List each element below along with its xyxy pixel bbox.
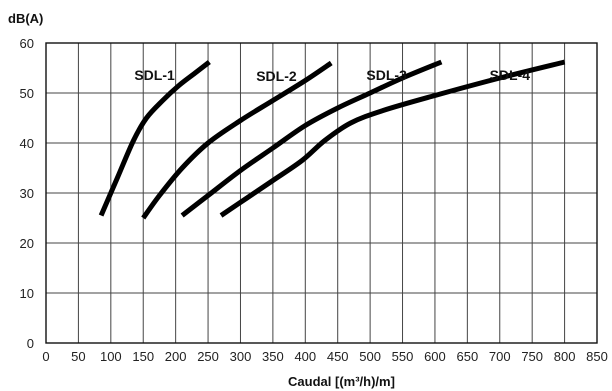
y-axis-title: dB(A) [8,11,43,26]
series-labels: SDL-1 SDL-2 SDL-3 SDL-4 [134,67,530,84]
x-tick-label: 300 [230,349,252,364]
x-axis-title: Caudal [(m³/h)/m] [288,374,395,389]
grid [45,42,598,344]
series-lines [98,59,566,220]
x-tick-label: 350 [262,349,284,364]
x-tick-label: 400 [294,349,316,364]
y-tick-label: 60 [20,36,34,51]
y-tick-label: 40 [20,136,34,151]
y-axis-ticks: 0 10 20 30 40 50 60 [20,36,34,351]
y-tick-label: 30 [20,186,34,201]
x-tick-label: 250 [197,349,219,364]
series-line-sdl-3 [180,59,443,218]
x-tick-label: 650 [457,349,479,364]
series-label-sdl-3: SDL-3 [366,67,407,83]
x-tick-label: 450 [327,349,349,364]
y-tick-label: 0 [27,336,34,351]
x-tick-label: 750 [521,349,543,364]
x-tick-label: 100 [100,349,122,364]
y-tick-label: 50 [20,86,34,101]
x-tick-label: 50 [71,349,85,364]
x-tick-label: 0 [42,349,49,364]
x-tick-label: 600 [424,349,446,364]
x-tick-label: 800 [554,349,576,364]
series-line-sdl-1 [98,60,211,217]
x-tick-label: 550 [392,349,414,364]
x-tick-label: 200 [165,349,187,364]
x-tick-label: 850 [586,349,608,364]
series-label-sdl-4: SDL-4 [490,67,531,83]
series-label-sdl-2: SDL-2 [256,68,297,84]
y-tick-label: 20 [20,236,34,251]
plot-area-frame [45,42,598,344]
series-line-sdl-2 [141,60,333,220]
x-tick-label: 700 [489,349,511,364]
x-tick-label: 150 [132,349,154,364]
series-label-sdl-1: SDL-1 [134,67,175,83]
x-tick-label: 500 [359,349,381,364]
y-tick-label: 10 [20,286,34,301]
x-axis-ticks: 0 50 100 150 200 250 300 350 400 450 500 550 600 650 7… [42,349,607,364]
series-line-sdl-4 [219,59,566,218]
